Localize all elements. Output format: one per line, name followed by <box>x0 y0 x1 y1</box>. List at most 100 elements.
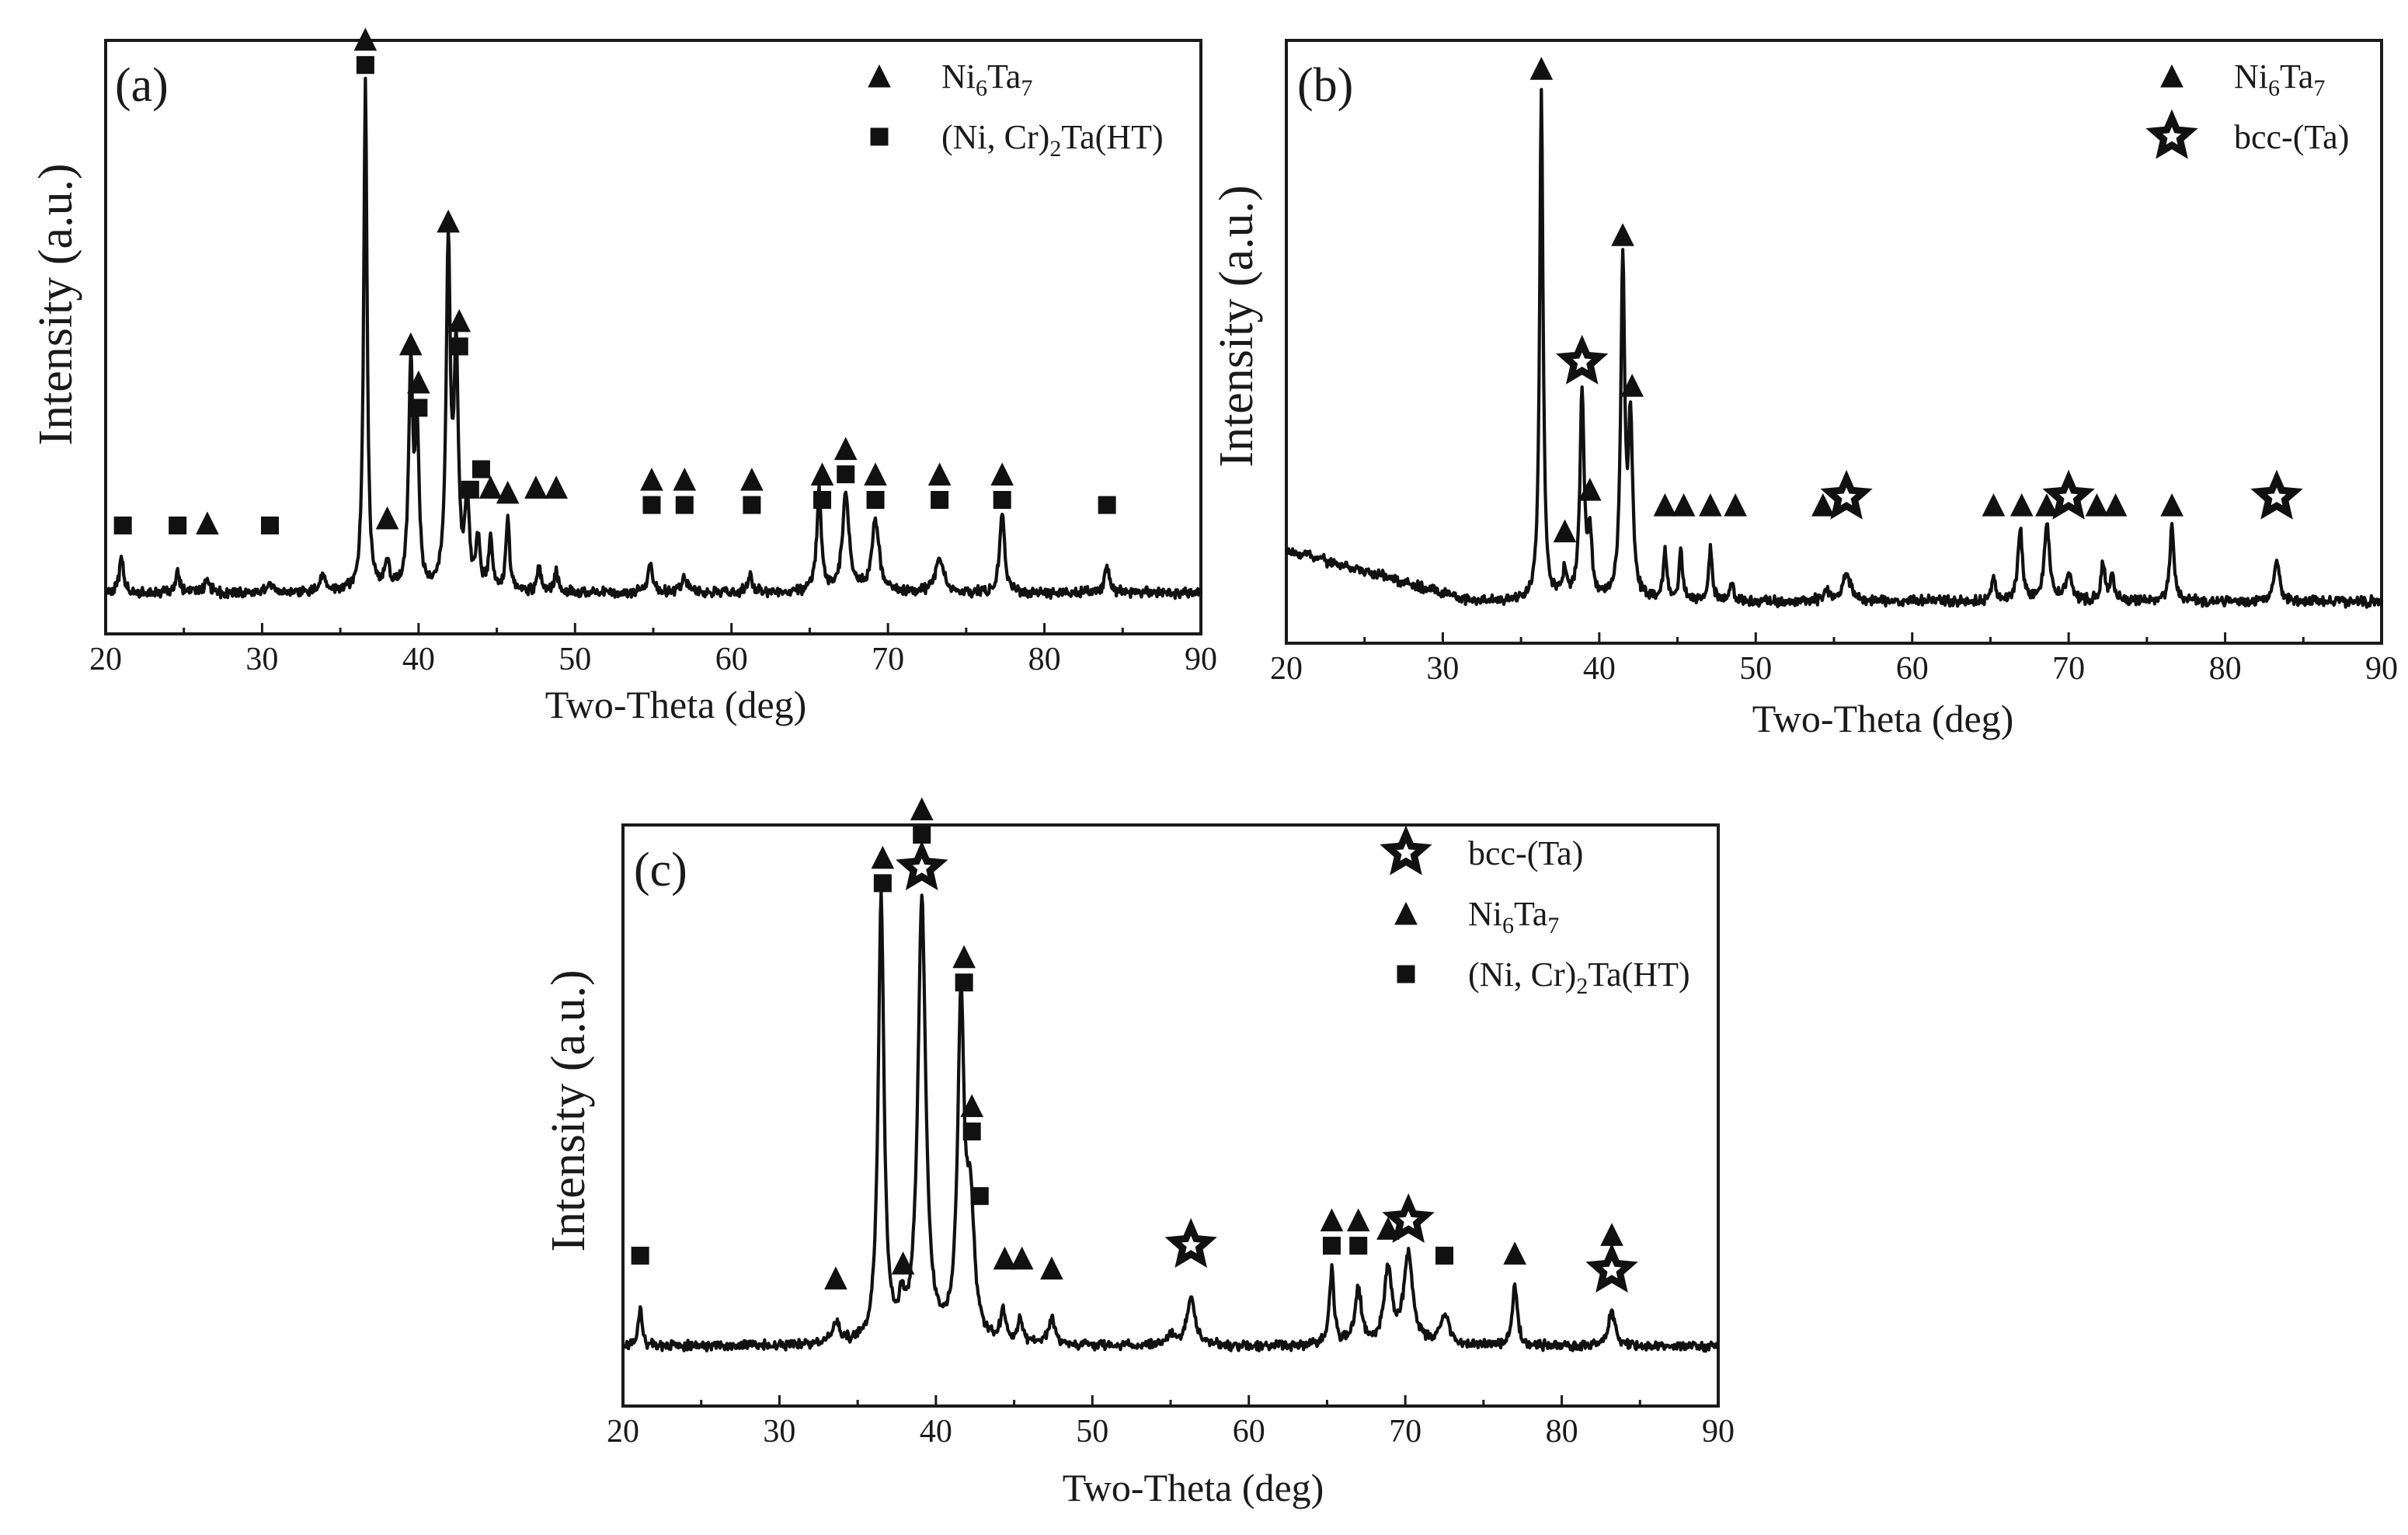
panel-c-star-marker <box>1382 1193 1435 1243</box>
panel-a-y-axis-label: Intensity (a.u.) <box>30 163 82 445</box>
panel-c-triangle-marker <box>1346 1208 1370 1232</box>
panel-a-triangle-marker <box>524 475 548 499</box>
panel-c-star-marker <box>1585 1243 1638 1293</box>
panel-a-square-marker <box>450 337 468 356</box>
panel-b-x-tick-label: 30 <box>1426 651 1459 687</box>
panel-a-x-tick-label: 70 <box>872 642 904 677</box>
panel-a-peak-markers <box>113 27 1116 534</box>
panel-c-legend-star-icon <box>1380 825 1432 875</box>
panel-a-x-tick-label: 40 <box>402 642 435 677</box>
panel-a-square-marker <box>993 491 1011 510</box>
panel-a-triangle-marker <box>496 480 520 504</box>
panel-b-triangle-marker <box>2085 493 2109 517</box>
panel-c-square-marker <box>631 1246 649 1265</box>
panel-c-square-marker <box>1322 1237 1341 1255</box>
panel-c-square-marker <box>955 973 973 992</box>
panel-a-square-marker <box>356 56 374 75</box>
panel-a-triangle-marker <box>927 462 952 486</box>
panel-b-x-ticks <box>1285 632 2383 643</box>
panel-c-legend-square-icon <box>1397 965 1415 983</box>
panel-c-square-marker <box>873 874 892 893</box>
panel-b-triangle-marker <box>1699 493 1722 517</box>
panel-c-x-tick-label: 90 <box>1702 1414 1735 1450</box>
panel-a-triangle-marker <box>640 467 663 491</box>
panel-b-x-tick-label: 40 <box>1583 651 1616 687</box>
panel-a-triangle-marker <box>990 462 1014 486</box>
panel-b-x-tick-labels: 20 30 40 50 60 70 80 90 <box>1270 651 2398 687</box>
panel-c-star-marker <box>896 841 948 891</box>
panel-c-legend-label: bcc-(Ta) <box>1468 834 1583 872</box>
panel-b-peak-markers <box>1529 57 2303 543</box>
panel-a-x-tick-label: 30 <box>245 642 278 677</box>
panel-b-xrd-trace <box>1284 88 2384 609</box>
panel-c-triangle-marker <box>910 797 934 821</box>
panel-a-square-marker <box>113 516 132 534</box>
panel-b-triangle-marker <box>1811 493 1835 517</box>
panel-a-square-marker <box>866 491 885 510</box>
panel-a-x-axis-label: Two-Theta (deg) <box>545 683 807 726</box>
panel-b-x-axis-label: Two-Theta (deg) <box>1752 697 2014 740</box>
panel-c-x-tick-labels: 20 30 40 50 60 70 80 90 <box>607 1414 1735 1450</box>
panel-b-star-marker <box>2250 469 2303 520</box>
panel-c-x-tick-label: 70 <box>1389 1414 1421 1450</box>
panel-b: 20 30 40 50 60 70 80 90 (b) Two-Theta (deg) Int… <box>1210 39 2398 740</box>
panel-a-legend-label: Ni6Ta7 <box>941 57 1032 101</box>
panel-c-x-tick-label: 30 <box>763 1414 795 1450</box>
panel-a-triangle-marker <box>864 462 887 486</box>
panel-a-x-tick-labels: 20 30 40 50 60 70 80 90 <box>89 642 1217 677</box>
panel-a-triangle-marker <box>447 308 472 332</box>
panel-a-triangle-marker <box>353 27 378 51</box>
panel-b-triangle-marker <box>1529 57 1554 80</box>
panel-b-triangle-marker <box>2010 493 2034 517</box>
panel-b-frame <box>1285 39 2383 645</box>
panel-b-triangle-marker <box>1672 493 1696 517</box>
panel-a-x-tick-label: 20 <box>89 642 122 677</box>
panel-b-triangle-marker <box>1553 519 1577 543</box>
panel-a-square-marker <box>409 399 428 417</box>
panel-c-legend: bcc-(Ta) Ni6Ta7 (Ni, Cr)2Ta(HT) <box>1380 825 1690 999</box>
panel-c-triangle-marker <box>993 1246 1017 1270</box>
panel-c-x-tick-label: 20 <box>607 1414 639 1450</box>
panel-c-square-marker <box>962 1123 981 1141</box>
panel-b-triangle-marker <box>1620 374 1644 397</box>
panel-b-legend: Ni6Ta7 bcc-(Ta) <box>2145 57 2349 159</box>
panel-a-triangle-marker <box>833 437 858 461</box>
panel-b-legend-star-icon <box>2145 109 2198 159</box>
panel-a-triangle-marker <box>545 475 568 499</box>
panel-b-label: (b) <box>1297 59 1353 112</box>
panel-b-triangle-marker <box>2035 493 2058 517</box>
panel-c-triangle-marker <box>1040 1256 1063 1280</box>
panel-a-triangle-marker <box>375 506 399 530</box>
panel-b-triangle-marker <box>1611 223 1634 246</box>
panel-a-triangle-marker <box>478 475 503 499</box>
panel-c-x-tick-label: 80 <box>1546 1414 1578 1450</box>
panel-b-star-marker <box>2042 469 2095 520</box>
panel-c-triangle-marker <box>1376 1217 1400 1240</box>
panel-b-x-tick-label: 70 <box>2052 651 2085 687</box>
panel-a-x-tick-label: 60 <box>715 642 748 677</box>
panel-c-triangle-marker <box>891 1251 915 1275</box>
panel-b-x-tick-label: 90 <box>2365 651 2398 687</box>
panel-c-square-marker <box>913 826 931 844</box>
panel-c-triangle-marker <box>1320 1208 1344 1232</box>
panel-a-legend-label: (Ni, Cr)2Ta(HT) <box>941 118 1164 162</box>
panel-b-triangle-marker <box>1982 493 2006 517</box>
panel-c-x-tick-label: 40 <box>920 1414 952 1450</box>
panel-a-legend: Ni6Ta7 (Ni, Cr)2Ta(HT) <box>868 57 1164 162</box>
panel-a-x-tick-label: 50 <box>559 642 591 677</box>
panel-c-peak-markers <box>631 797 1638 1293</box>
panel-c-y-axis-label: Intensity (a.u.) <box>542 969 595 1251</box>
panel-a-triangle-marker <box>673 467 697 491</box>
panel-a-square-marker <box>461 480 479 499</box>
panel-a-xrd-trace <box>104 76 1203 600</box>
panel-a-triangle-marker <box>407 370 430 394</box>
panel-c-xrd-trace <box>621 889 1720 1353</box>
panel-c-square-marker <box>1349 1237 1368 1255</box>
panel-c-triangle-marker <box>871 845 895 869</box>
panel-c-square-marker <box>1435 1246 1453 1265</box>
panel-c-legend-triangle-icon <box>1394 901 1418 925</box>
panel-b-legend-label: Ni6Ta7 <box>2234 57 2325 101</box>
panel-a: 20 30 40 50 60 70 80 90 (a) Two-Theta (deg) Int… <box>30 27 1217 726</box>
panel-b-y-axis-label: Intensity (a.u.) <box>1210 185 1263 467</box>
